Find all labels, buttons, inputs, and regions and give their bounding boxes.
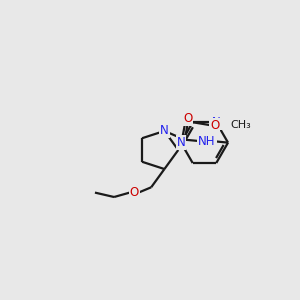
Text: CH₃: CH₃	[230, 120, 251, 130]
Text: N: N	[176, 136, 185, 149]
Text: N: N	[160, 124, 169, 137]
Text: O: O	[130, 186, 139, 199]
Text: NH: NH	[198, 135, 216, 148]
Text: O: O	[210, 119, 219, 132]
Text: N: N	[212, 116, 220, 129]
Text: O: O	[183, 112, 192, 125]
